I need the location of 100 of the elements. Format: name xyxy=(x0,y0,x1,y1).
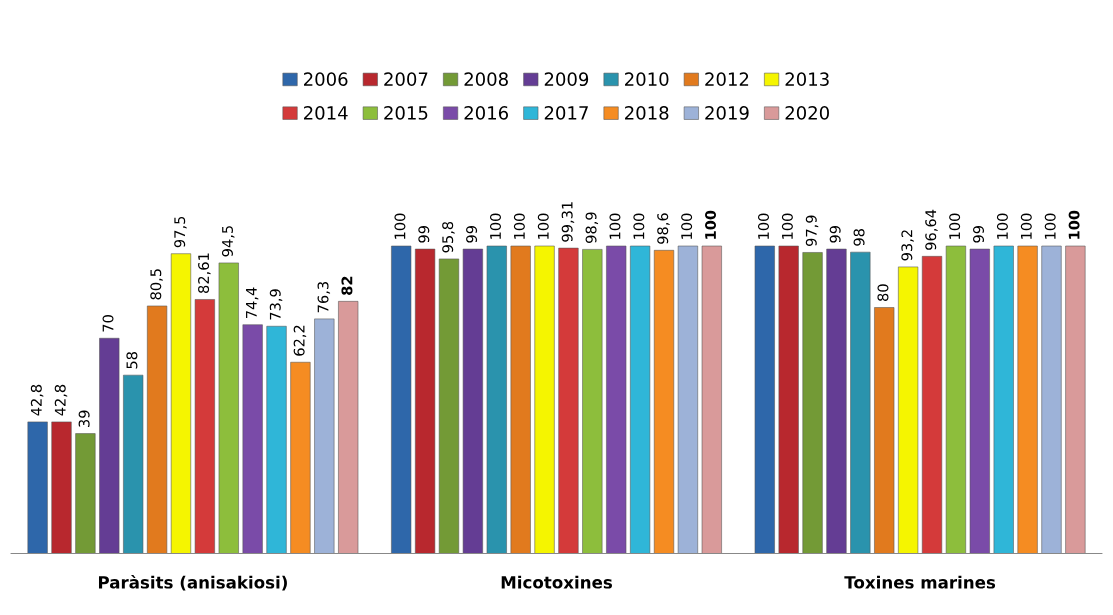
data-label: 97,9 xyxy=(805,215,819,246)
bar xyxy=(462,248,483,554)
data-label: 58 xyxy=(126,352,138,369)
bar xyxy=(826,248,847,554)
legend-label: 2007 xyxy=(384,72,428,87)
legend-label: 2009 xyxy=(544,72,589,87)
bar xyxy=(993,245,1014,554)
legend-label: 2015 xyxy=(384,106,428,120)
data-label: 70 xyxy=(102,315,114,332)
data-label: 74,4 xyxy=(246,287,259,318)
bar xyxy=(147,305,168,554)
data-label: 39 xyxy=(78,410,90,427)
data-label: 99,31 xyxy=(561,202,575,242)
data-label: 95,8 xyxy=(442,221,455,253)
bar xyxy=(558,247,579,554)
data-label: 100 xyxy=(681,213,693,239)
data-label: 98,6 xyxy=(657,213,670,244)
bar xyxy=(27,421,48,554)
data-label: 100 xyxy=(609,213,621,239)
data-label: 100 xyxy=(394,213,406,239)
data-label: 100 xyxy=(996,213,1008,239)
legend-label: 2020 xyxy=(785,106,829,120)
bar xyxy=(170,253,192,554)
x-tick-label: Micotoxines xyxy=(501,575,613,589)
legend-label: 2013 xyxy=(785,72,829,87)
data-label: 76,3 xyxy=(317,282,331,313)
data-label: 42,8 xyxy=(54,384,68,416)
legend-label: 2018 xyxy=(625,106,669,120)
bar xyxy=(874,307,895,554)
legend-label: 2016 xyxy=(464,106,509,120)
data-label: 100 xyxy=(1044,213,1056,239)
bar xyxy=(534,245,555,554)
legend-label: 2010 xyxy=(625,72,669,87)
data-label: 80 xyxy=(877,284,889,301)
bar xyxy=(969,248,990,554)
data-label: 96,64 xyxy=(925,209,938,250)
bar xyxy=(415,248,436,554)
bar xyxy=(1017,245,1038,554)
data-label: 82,61 xyxy=(198,253,211,293)
bar xyxy=(582,249,603,554)
bar xyxy=(290,361,311,554)
bar xyxy=(242,324,263,554)
bar xyxy=(510,245,531,554)
data-label: 62,2 xyxy=(293,325,307,356)
bar xyxy=(921,256,943,554)
data-label: 97,5 xyxy=(174,216,187,248)
bar xyxy=(218,262,239,554)
data-label: 100 xyxy=(705,210,717,239)
legend-label: 2017 xyxy=(544,106,588,120)
legend-label: 2012 xyxy=(705,72,749,87)
bar xyxy=(99,337,120,554)
data-label: 100 xyxy=(949,213,961,239)
bar xyxy=(51,421,72,554)
bar xyxy=(1065,245,1086,554)
bar xyxy=(266,325,287,554)
data-label: 99 xyxy=(829,225,841,243)
data-label: 99 xyxy=(973,225,985,243)
bar xyxy=(754,245,775,554)
bar xyxy=(194,299,215,554)
bar xyxy=(945,245,966,554)
x-tick-label: Paràsits (anisakiosi) xyxy=(98,575,287,591)
data-label: 100 xyxy=(1068,210,1080,239)
data-label: 100 xyxy=(633,213,645,239)
data-label: 94,5 xyxy=(221,226,235,257)
bar xyxy=(1041,245,1062,554)
data-label: 99 xyxy=(466,225,478,243)
data-label: 42,8 xyxy=(30,384,44,416)
bar xyxy=(802,252,823,554)
bar xyxy=(778,245,799,554)
bar xyxy=(630,245,651,554)
data-label: 100 xyxy=(489,213,501,239)
legend-label: 2006 xyxy=(304,72,348,87)
data-label: 100 xyxy=(781,213,793,239)
data-label: 100 xyxy=(1020,213,1032,239)
data-label: 100 xyxy=(757,213,770,239)
data-label: 98 xyxy=(853,229,865,246)
bar xyxy=(850,251,871,554)
bar xyxy=(75,433,96,554)
legend-label: 2008 xyxy=(464,72,508,87)
bar xyxy=(391,245,412,554)
legend-label: 2019 xyxy=(705,106,749,120)
x-tick-label: Toxines marines xyxy=(844,575,996,589)
data-label: 100 xyxy=(513,213,525,239)
data-label: 73,9 xyxy=(269,289,283,320)
data-label: 82 xyxy=(341,276,353,295)
bar xyxy=(338,301,359,554)
data-label: 98,9 xyxy=(585,212,599,243)
bar xyxy=(677,245,698,554)
data-label: 80,5 xyxy=(150,269,163,300)
bar xyxy=(123,374,144,554)
bar xyxy=(653,250,675,554)
bar xyxy=(314,318,335,554)
bar xyxy=(438,258,460,554)
bar xyxy=(486,245,507,554)
bar xyxy=(701,245,722,554)
bar xyxy=(606,245,627,554)
data-label: 100 xyxy=(537,213,549,239)
data-label: 99 xyxy=(418,225,430,243)
bar xyxy=(898,266,919,554)
data-label: 93,2 xyxy=(901,230,914,261)
